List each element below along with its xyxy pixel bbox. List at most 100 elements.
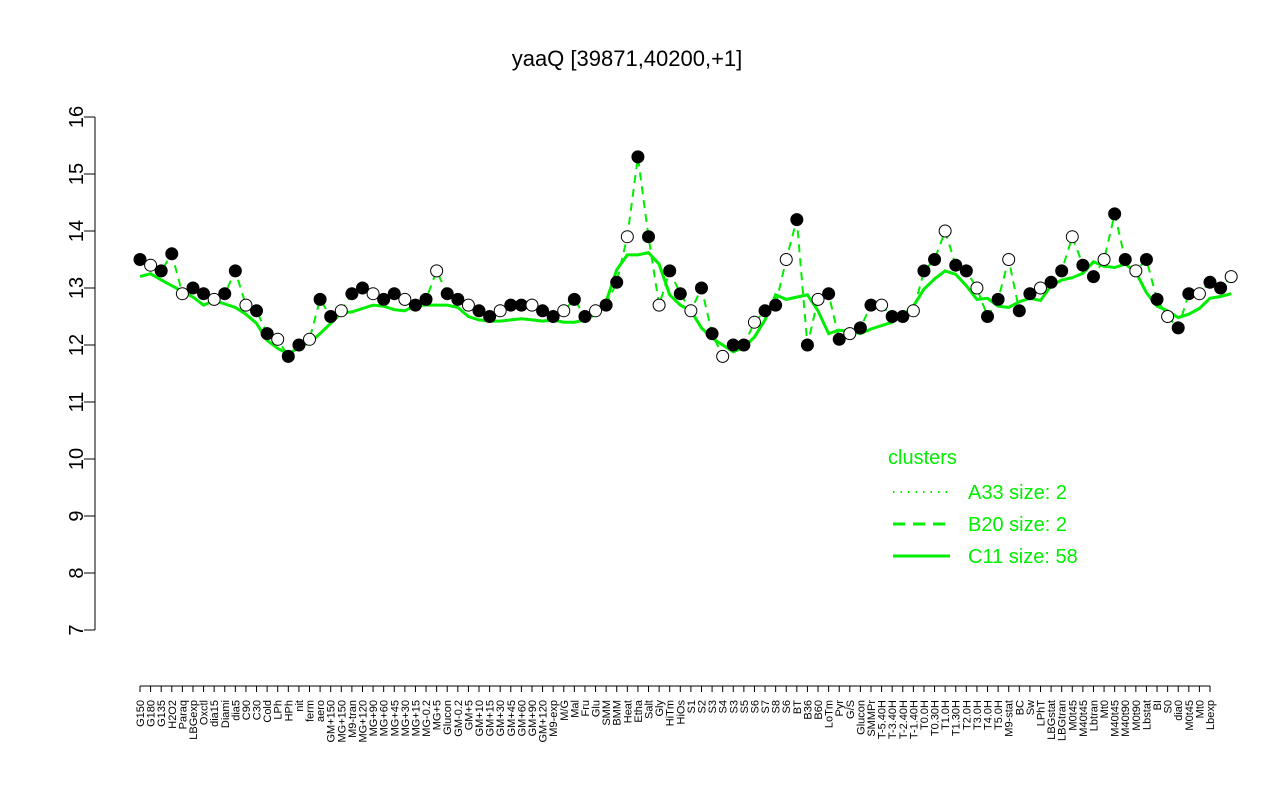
x-tick-label: M40t45: [1078, 700, 1090, 737]
x-tick-label: MG+45: [389, 700, 401, 736]
x-tick-label: LPh: [273, 700, 285, 720]
data-point: [694, 281, 708, 295]
data-point: [652, 298, 666, 312]
data-point: [281, 349, 295, 363]
legend: clusters A33 size: 2 B20 size: 2 C11 siz…: [888, 447, 1078, 568]
x-tick-label: M/G: [559, 700, 571, 721]
data-point: [1129, 264, 1143, 278]
x-tick-label: HiTm: [665, 700, 677, 726]
x-tick-label: dia0: [1173, 700, 1185, 721]
y-tick-label: 12: [66, 334, 88, 356]
x-tick-label: S0: [1163, 700, 1175, 713]
x-tick-label: G180: [146, 700, 158, 727]
data-point: [451, 292, 465, 306]
data-point: [610, 275, 624, 289]
x-tick-label: S6: [781, 700, 793, 713]
data-point: [620, 230, 634, 244]
data-point: [1023, 287, 1037, 301]
x-tick-label: G135: [156, 700, 168, 727]
data-point: [525, 298, 539, 312]
y-tick-label: 16: [66, 106, 88, 128]
x-tick-label: SMM: [601, 700, 613, 726]
y-tick-label: 10: [66, 448, 88, 470]
data-point: [228, 264, 242, 278]
data-point: [959, 264, 973, 278]
x-tick-label: C90: [241, 700, 253, 720]
data-point: [684, 304, 698, 318]
data-point: [1012, 304, 1026, 318]
x-tick-label: LBGtran: [1057, 700, 1069, 741]
data-point: [1086, 270, 1100, 284]
data-point: [991, 292, 1005, 306]
x-tick-label: T4.0H: [983, 700, 995, 730]
data-point: [1002, 253, 1016, 266]
x-tick-label: T5.0H: [993, 700, 1005, 730]
x-tick-label: GM+10: [474, 700, 486, 736]
chart-title: yaaQ [39871,40200,+1]: [512, 46, 743, 71]
data-point: [1044, 275, 1058, 289]
x-tick-label: Heat: [622, 700, 634, 723]
x-axis: G150G180G135H2O2ParaqLBGexpOxctldia15Dia…: [135, 685, 1217, 743]
legend-title: clusters: [888, 447, 957, 469]
x-tick-label: B60: [813, 700, 825, 720]
x-tick-label: T-5.40H: [877, 700, 889, 739]
x-tick-label: S3: [707, 700, 719, 713]
x-tick-label: T1.0H: [940, 700, 952, 730]
x-tick-label: LoTm: [824, 700, 836, 728]
x-tick-label: S4: [718, 700, 730, 713]
x-tick-label: S2: [696, 700, 708, 713]
x-tick-label: MG+5: [432, 700, 444, 730]
data-point: [589, 304, 603, 318]
y-axis: 7 8 9 10 11 12 13 14 15 16: [66, 106, 96, 636]
data-point: [546, 310, 560, 323]
data-point: [1203, 275, 1217, 289]
x-tick-label: Oxctl: [199, 700, 211, 725]
x-tick-label: GM+90: [527, 700, 539, 736]
x-tick-label: GM+45: [506, 700, 518, 736]
x-tick-label: ferm: [305, 700, 317, 722]
data-point: [928, 253, 942, 266]
data-point: [578, 310, 592, 323]
data-point: [843, 327, 857, 341]
data-point: [822, 287, 836, 301]
x-tick-label: M9-stat: [1004, 700, 1016, 737]
x-tick-label: Lbexp: [1205, 700, 1217, 730]
x-tick-label: GM+120: [538, 700, 550, 743]
x-tick-label: SMMPr: [866, 700, 878, 737]
data-point: [938, 224, 952, 238]
x-tick-label: M40t45: [1110, 700, 1122, 737]
x-tick-label: Mal: [569, 700, 581, 718]
data-point: [779, 253, 793, 266]
data-point: [271, 332, 285, 346]
y-tick-label: 7: [66, 624, 88, 635]
x-tick-label: MG-0.2: [421, 700, 433, 737]
x-tick-label: S1: [686, 700, 698, 713]
data-point: [165, 247, 179, 261]
x-tick-label: S3: [728, 700, 740, 713]
x-tick-label: T-1.40H: [908, 700, 920, 739]
x-tick-label: MG+15: [410, 700, 422, 736]
data-point: [557, 304, 571, 318]
x-tick-label: M9-tran: [347, 700, 359, 738]
x-tick-label: S8: [771, 700, 783, 713]
data-point: [1097, 253, 1111, 266]
data-point: [1150, 292, 1164, 306]
y-tick-label: 13: [66, 277, 88, 299]
x-tick-label: Glucon: [855, 700, 867, 735]
x-tick-label: BI: [1152, 700, 1164, 710]
y-tick-label: 15: [66, 163, 88, 185]
data-point: [1108, 207, 1122, 221]
x-tick-label: GM+150: [326, 700, 338, 743]
cluster-line-b20: [139, 156, 1232, 359]
x-tick-label: Glucon: [442, 700, 454, 735]
x-tick-label: Glu: [591, 700, 603, 717]
data-point: [292, 338, 306, 352]
data-point: [567, 292, 581, 306]
x-tick-label: Mt0: [1194, 700, 1206, 718]
x-tick-label: T1.30H: [951, 700, 963, 736]
data-point: [186, 281, 200, 295]
y-tick-label: 8: [66, 567, 88, 578]
data-point: [949, 258, 963, 272]
data-point: [1224, 270, 1238, 284]
x-tick-label: M0t90: [1131, 700, 1143, 731]
